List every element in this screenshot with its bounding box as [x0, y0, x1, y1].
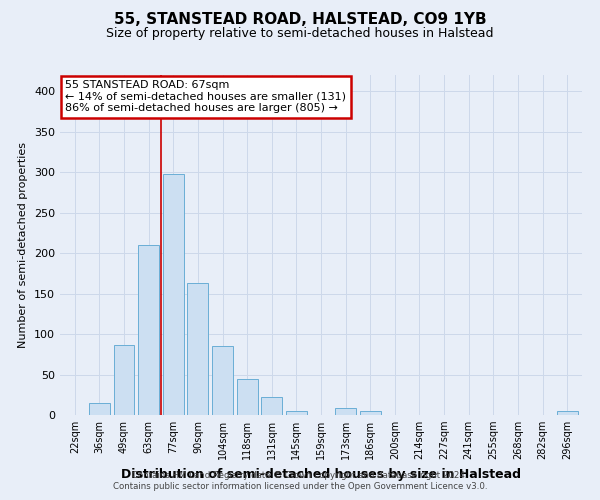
Bar: [138, 245, 159, 415]
Text: Size of property relative to semi-detached houses in Halstead: Size of property relative to semi-detach…: [106, 28, 494, 40]
Y-axis label: Number of semi-detached properties: Number of semi-detached properties: [19, 142, 28, 348]
Text: 55 STANSTEAD ROAD: 67sqm
← 14% of semi-detached houses are smaller (131)
86% of : 55 STANSTEAD ROAD: 67sqm ← 14% of semi-d…: [65, 80, 346, 114]
Bar: [212, 346, 233, 415]
Text: Contains public sector information licensed under the Open Government Licence v3: Contains public sector information licen…: [113, 482, 487, 491]
Bar: [261, 397, 282, 415]
Bar: [286, 411, 307, 415]
Bar: [236, 380, 257, 415]
Bar: [187, 283, 208, 415]
Bar: [89, 403, 110, 415]
Bar: [335, 408, 356, 415]
Text: Contains HM Land Registry data © Crown copyright and database right 2024.: Contains HM Land Registry data © Crown c…: [132, 471, 468, 480]
X-axis label: Distribution of semi-detached houses by size in Halstead: Distribution of semi-detached houses by …: [121, 468, 521, 480]
Bar: [163, 174, 184, 415]
Bar: [557, 411, 578, 415]
Bar: [360, 411, 381, 415]
Bar: [113, 344, 134, 415]
Text: 55, STANSTEAD ROAD, HALSTEAD, CO9 1YB: 55, STANSTEAD ROAD, HALSTEAD, CO9 1YB: [113, 12, 487, 28]
